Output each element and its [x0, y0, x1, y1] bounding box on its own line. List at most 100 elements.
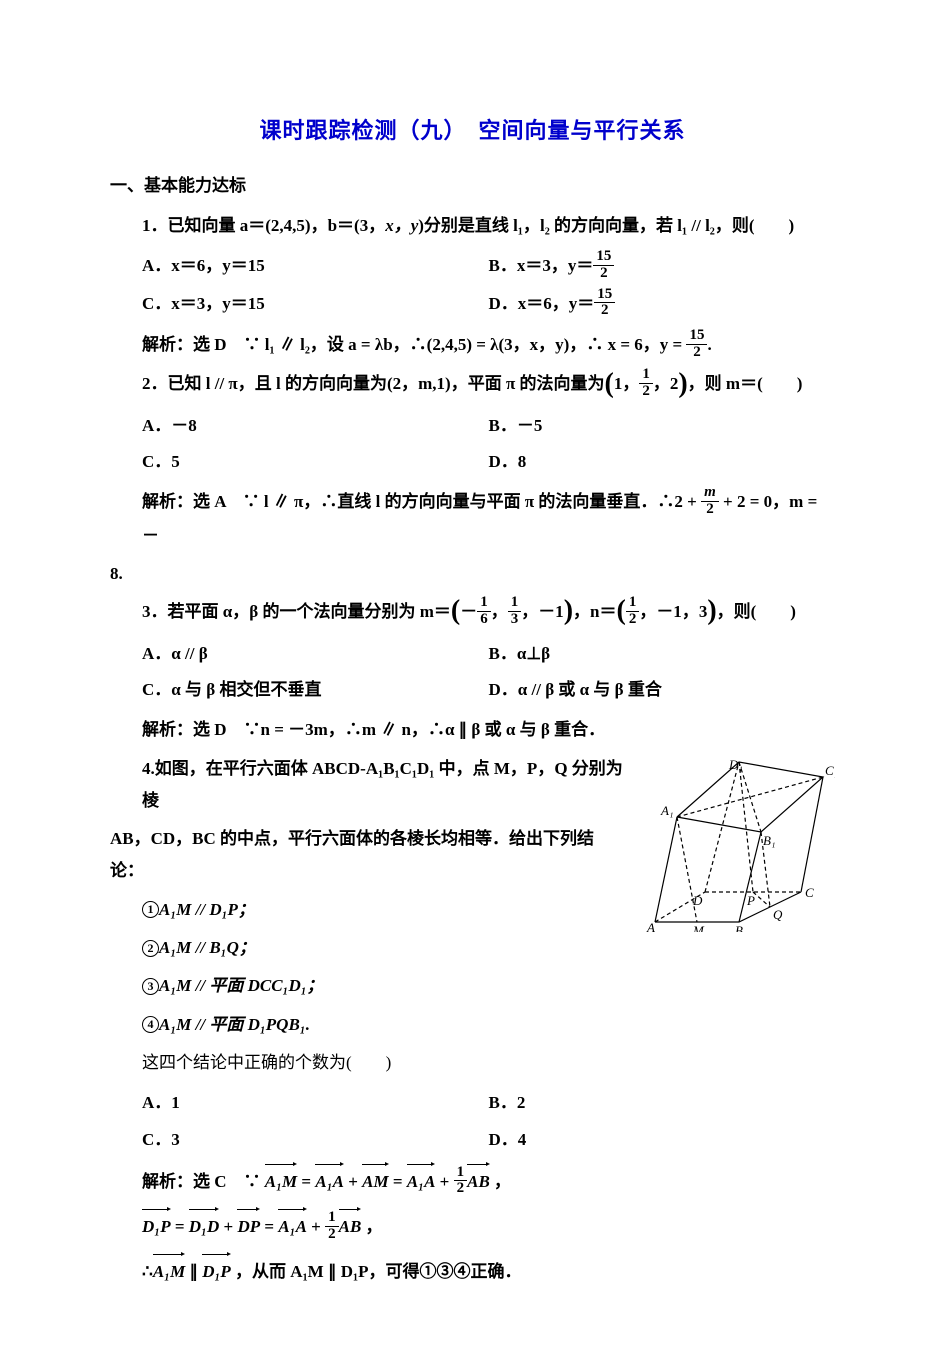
- q2-half-den: 2: [639, 384, 653, 400]
- q3-m1n: 1: [477, 595, 491, 612]
- q4-c3: A₁M // 平面 DCC₁D₁；: [159, 976, 324, 995]
- vec-ab: AB: [467, 1164, 490, 1198]
- q2-opt-a: A．－8: [142, 408, 489, 444]
- q3-m1d: 6: [477, 612, 491, 628]
- q4-opt-b: B．2: [489, 1085, 836, 1121]
- q4-e2n: 1: [325, 1210, 339, 1227]
- fig-label-M: M: [692, 923, 705, 932]
- q3-n1n: 1: [626, 595, 640, 612]
- q4-c1: A₁M // D₁P；: [159, 900, 255, 919]
- q4-c4: A₁M // 平面 D₁PQB₁.: [159, 1015, 310, 1034]
- q3-m3: －1: [538, 602, 564, 621]
- q1-xy: x，y: [385, 216, 418, 235]
- q1-b-den: 2: [593, 266, 614, 282]
- question-4-options: A．1 B．2 C．3 D．4: [142, 1085, 835, 1158]
- q2-opt-c: C．5: [142, 444, 489, 480]
- q4-e1n: 1: [454, 1165, 468, 1182]
- question-1-analysis: 解析：选 D ∵ l₁ ∥ l₂，设 a = λb，∴(2,4,5) = λ(3…: [142, 329, 835, 362]
- q1-text-1: 1．已知向量 a＝(2,4,5)，b＝(3，: [142, 216, 385, 235]
- q3-n1d: 2: [626, 612, 640, 628]
- q2-post: ，则 m＝( ): [688, 374, 803, 393]
- question-4-block: A M B Q C P D A₁ B₁ C₁ D₁ 4.如图，在平行六面体 AB…: [110, 753, 835, 1289]
- question-1-options: A．x＝6，y＝15 B．x＝3，y＝152 C．x＝3，y＝15 D．x＝6，…: [142, 248, 835, 323]
- q1-ans-pre: 解析：选 D ∵ l₁ ∥ l₂，设 a = λb，∴(2,4,5) = λ(3…: [142, 335, 686, 354]
- section-heading-1: 一、基本能力达标: [110, 170, 835, 202]
- q1-b-num: 15: [593, 249, 614, 266]
- q1-d-den: 2: [594, 303, 615, 319]
- q4-concl: ，从而 A₁M ∥ D₁P，可得①③④正确．: [235, 1262, 521, 1281]
- q2-v2: ，2: [653, 374, 679, 393]
- fig-label-C: C: [805, 885, 814, 900]
- q1-opt-b-pre: B．x＝3，y＝: [489, 256, 594, 275]
- q3-opt-b: B．α⊥β: [489, 636, 836, 672]
- q3-opt-d: D．α // β 或 α 与 β 重合: [489, 672, 836, 708]
- vec-am: AM: [362, 1164, 388, 1198]
- question-2-analysis: 解析：选 A ∵ l ∥ π，∴直线 l 的方向向量与平面 π 的法向量垂直．∴…: [142, 486, 835, 552]
- fig-label-D: D: [692, 893, 703, 908]
- fig-label-A: A: [646, 920, 655, 932]
- question-3-stem: 3．若平面 α，β 的一个法向量分别为 m＝(－16，13，－1)，n＝(12，…: [110, 596, 835, 629]
- q4-item-3: 3A₁M // 平面 DCC₁D₁；: [142, 970, 835, 1002]
- q3-opt-c: C．α 与 β 相交但不垂直: [142, 672, 489, 708]
- vec-a1m: A₁M: [265, 1164, 297, 1198]
- question-2-options: A．－8 B．－5 C．5 D．8: [142, 408, 835, 481]
- q4-e2d: 2: [325, 1227, 339, 1243]
- q1-opt-a: A．x＝6，y＝15: [142, 248, 489, 285]
- q3-m2n: 1: [508, 595, 522, 612]
- q3-post: ，则( ): [717, 602, 796, 621]
- question-4-analysis-2: D₁P = D₁D + DP = A₁A + 12AB ，: [142, 1209, 835, 1244]
- page-title: 课时跟踪检测（九） 空间向量与平行关系: [110, 110, 835, 152]
- q1-opt-d-pre: D．x＝6，y＝: [489, 294, 595, 313]
- fig-label-B: B: [735, 923, 743, 932]
- q4-e1d: 2: [454, 1181, 468, 1197]
- q4-s1: 4.如图，在平行六面体 ABCD-A₁B₁C₁D₁ 中，点 M，P，Q 分别为棱: [110, 753, 835, 818]
- vec-d1p: D₁P: [142, 1209, 171, 1243]
- q2-ans-pre: 解析：选 A ∵ l ∥ π，∴直线 l 的方向向量与平面 π 的法向量垂直．∴…: [142, 492, 701, 511]
- fig-label-Q: Q: [773, 907, 783, 922]
- vec-d1p2: D₁P: [202, 1254, 231, 1288]
- q3-opt-a: A．α // β: [142, 636, 489, 672]
- vec-a1m2: A₁M: [153, 1254, 185, 1288]
- q3-m2d: 3: [508, 612, 522, 628]
- q1-opt-b: B．x＝3，y＝152: [489, 248, 836, 285]
- q4-ask: 这四个结论中正确的个数为( ): [142, 1047, 835, 1079]
- question-2-stem: 2．已知 l // π，且 l 的方向向量为(2，m,1)，平面 π 的法向量为…: [110, 368, 835, 401]
- q3-n2: －1: [656, 602, 682, 621]
- question-4-stem-1: 4.如图，在平行六面体 ABCD-A₁B₁C₁D₁ 中，点 M，P，Q 分别为棱: [110, 753, 835, 818]
- q2-opt-b: B．－5: [489, 408, 836, 444]
- question-4-analysis-1: 解析：选 C ∵ A₁M = A₁A + AM = A₁A + 12AB ，: [142, 1164, 835, 1199]
- q2-ans-num: m: [701, 485, 719, 502]
- question-4-analysis-3: ∴A₁M ∥ D₁P ，从而 A₁M ∥ D₁P，可得①③④正确．: [142, 1254, 835, 1288]
- q4-opt-d: D．4: [489, 1122, 836, 1158]
- vec-dp: DP: [237, 1209, 260, 1243]
- q3-pre: 3．若平面 α，β 的一个法向量分别为 m＝: [142, 602, 451, 621]
- question-2-cont: 8.: [110, 558, 835, 590]
- vec-d1d: D₁D: [189, 1209, 219, 1243]
- q2-pre: 2．已知 l // π，且 l 的方向向量为(2，m,1)，平面 π 的法向量为: [142, 374, 605, 393]
- q1-d-num: 15: [594, 287, 615, 304]
- document-page: 课时跟踪检测（九） 空间向量与平行关系 一、基本能力达标 1．已知向量 a＝(2…: [0, 0, 945, 1359]
- q2-ans-den: 2: [701, 502, 719, 518]
- vec-a1a3: A₁A: [278, 1209, 307, 1243]
- q1-opt-d: D．x＝6，y＝152: [489, 286, 836, 323]
- q2-half-num: 1: [639, 367, 653, 384]
- question-1-stem: 1．已知向量 a＝(2,4,5)，b＝(3，x，y)分别是直线 l₁，l₂ 的方…: [110, 210, 835, 242]
- vec-ab2: AB: [339, 1209, 362, 1243]
- q4-opt-c: C．3: [142, 1122, 489, 1158]
- q1-ans-post: .: [707, 335, 711, 354]
- q1-text-2: )分别是直线 l₁，l₂ 的方向向量，若 l₁ // l₂，则( ): [418, 216, 794, 235]
- q1-ans-num: 15: [686, 328, 707, 345]
- q4-item-4: 4A₁M // 平面 D₁PQB₁.: [142, 1009, 835, 1041]
- question-3-analysis: 解析：选 D ∵n = －3m，∴m ∥ n，∴α ∥ β 或 α 与 β 重合…: [142, 714, 835, 746]
- fig-label-P: P: [746, 893, 755, 908]
- vec-a1a2: A₁A: [407, 1164, 436, 1198]
- q2-v1: 1，: [614, 374, 640, 393]
- question-3-options: A．α // β B．α⊥β C．α 与 β 相交但不垂直 D．α // β 或…: [142, 636, 835, 709]
- q4-c2: A₁M // B₁Q；: [159, 938, 256, 957]
- fig-label-B1: B₁: [763, 833, 775, 848]
- q2-opt-d: D．8: [489, 444, 836, 480]
- q1-opt-c: C．x＝3，y＝15: [142, 286, 489, 323]
- vec-a1a: A₁A: [315, 1164, 344, 1198]
- q1-ans-den: 2: [686, 345, 707, 361]
- q4-opt-a: A．1: [142, 1085, 489, 1121]
